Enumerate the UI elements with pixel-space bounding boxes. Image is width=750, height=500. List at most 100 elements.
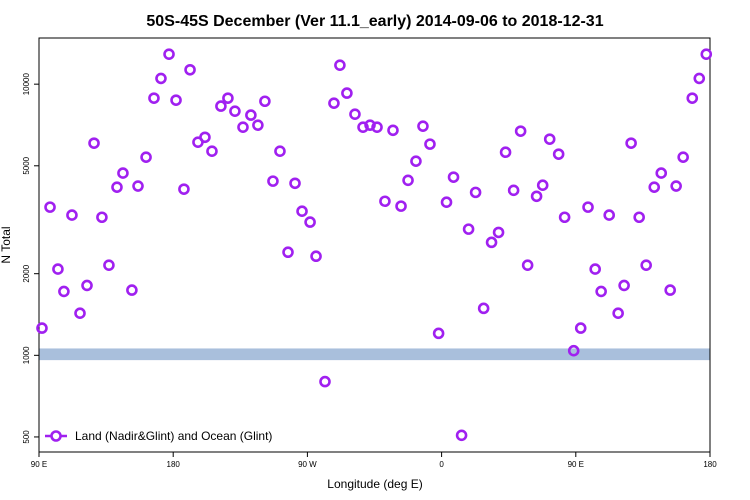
x-axis-label: Longitude (deg E) xyxy=(327,477,422,491)
y-tick-label: 500 xyxy=(22,430,31,444)
point xyxy=(618,279,630,292)
point xyxy=(103,259,115,271)
plot-frame xyxy=(38,37,711,453)
point xyxy=(417,120,429,132)
point xyxy=(432,327,445,340)
point xyxy=(132,180,144,192)
point xyxy=(469,186,482,199)
point xyxy=(117,167,129,179)
x-tick-label: 180 xyxy=(167,460,181,469)
point xyxy=(245,109,257,121)
point xyxy=(521,259,534,271)
point xyxy=(74,307,86,320)
y-axis-label: N Total xyxy=(0,226,13,263)
point xyxy=(693,72,706,85)
band xyxy=(39,348,710,361)
point xyxy=(222,92,234,104)
point xyxy=(215,100,227,112)
x-tick-label: 180 xyxy=(703,460,717,469)
point xyxy=(296,205,308,218)
point xyxy=(424,138,436,150)
point xyxy=(462,223,475,235)
point xyxy=(36,322,48,334)
point xyxy=(514,125,527,137)
point xyxy=(334,59,346,71)
point xyxy=(52,263,64,275)
point xyxy=(81,279,93,292)
point xyxy=(357,121,369,133)
legend-label: Land (Nadir&Glint) and Ocean (Glint) xyxy=(75,429,272,443)
y-tick-label: 1000 xyxy=(22,346,31,364)
point xyxy=(447,171,460,183)
point xyxy=(558,211,571,224)
point xyxy=(410,155,422,167)
point xyxy=(379,195,391,208)
point xyxy=(395,200,407,212)
point xyxy=(252,119,264,131)
point xyxy=(341,87,353,99)
point xyxy=(567,344,580,357)
point xyxy=(633,211,645,224)
point xyxy=(700,48,713,60)
x-tick-label: 0 xyxy=(439,460,444,469)
point xyxy=(328,97,340,109)
x-tick-label: 90 E xyxy=(568,460,584,469)
x-tick-label: 90 E xyxy=(31,460,47,469)
point xyxy=(402,174,414,187)
x-tick-label: 90 W xyxy=(298,460,317,469)
point xyxy=(364,119,376,131)
point xyxy=(648,181,661,193)
point xyxy=(319,375,331,388)
chart-title: 50S-45S December (Ver 11.1_early) 2014-0… xyxy=(146,13,603,30)
point xyxy=(259,95,271,108)
point xyxy=(304,216,316,228)
point xyxy=(543,133,556,145)
point xyxy=(44,201,56,213)
legend-marker xyxy=(50,430,62,442)
point xyxy=(595,285,607,298)
point xyxy=(625,137,637,149)
point xyxy=(552,148,565,160)
point xyxy=(170,94,182,106)
point xyxy=(492,226,505,239)
point xyxy=(686,92,699,104)
point xyxy=(603,209,616,221)
point xyxy=(507,184,520,197)
point xyxy=(163,48,175,60)
y-tick-label: 5000 xyxy=(22,156,31,174)
point xyxy=(282,246,294,259)
point xyxy=(477,302,490,315)
point xyxy=(199,131,211,144)
point xyxy=(274,145,286,157)
point xyxy=(237,121,249,133)
point xyxy=(371,121,383,133)
point xyxy=(178,183,190,195)
y-tick-label: 2000 xyxy=(22,264,31,282)
point xyxy=(126,284,138,296)
point xyxy=(96,211,108,224)
point xyxy=(148,92,160,104)
point xyxy=(664,284,676,296)
point xyxy=(612,307,624,320)
point xyxy=(670,180,682,192)
point xyxy=(58,285,70,298)
point xyxy=(66,209,78,221)
point xyxy=(574,322,587,334)
point xyxy=(640,259,652,271)
point xyxy=(111,181,123,193)
point xyxy=(440,196,453,209)
point xyxy=(88,137,100,149)
point xyxy=(206,145,218,157)
point xyxy=(589,263,601,275)
y-tick-label: 10000 xyxy=(22,72,31,95)
point xyxy=(582,201,594,213)
point xyxy=(140,151,152,163)
point xyxy=(267,175,279,187)
point xyxy=(229,105,241,117)
point xyxy=(655,167,668,179)
point xyxy=(455,429,468,442)
point xyxy=(485,236,498,249)
point xyxy=(536,179,549,192)
point xyxy=(677,151,689,163)
